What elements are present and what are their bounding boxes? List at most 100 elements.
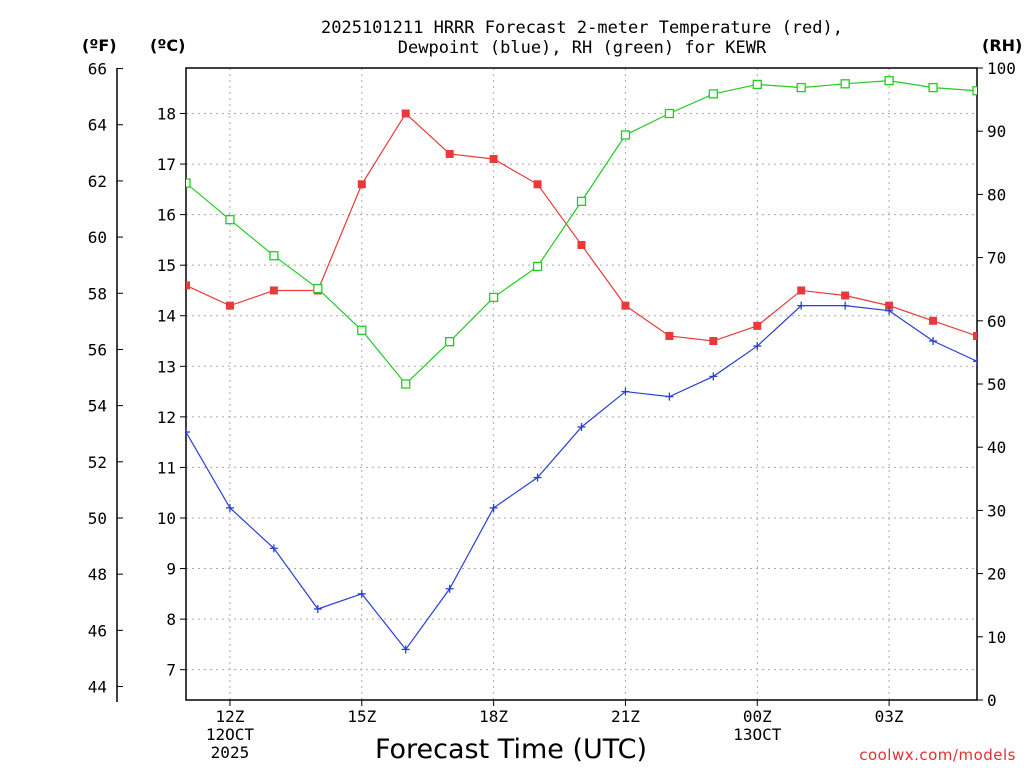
celsius-tick-label: 9 — [166, 560, 176, 579]
rh-point — [313, 283, 323, 294]
rh-tick-label: 70 — [987, 249, 1006, 268]
temperature-point — [753, 321, 762, 330]
rh-tick-label: 100 — [987, 59, 1016, 78]
fahrenheit-tick-label: 60 — [88, 228, 107, 247]
x-tick-label: 15Z — [347, 707, 376, 726]
credit-link[interactable]: coolwx.com/models — [859, 746, 1016, 764]
rh-point — [488, 292, 499, 303]
rh-point — [928, 82, 938, 93]
rh-point — [357, 325, 367, 335]
celsius-tick-label: 18 — [157, 105, 176, 124]
dewpoint-point — [313, 604, 322, 613]
dewpoint-point — [885, 306, 894, 315]
dewpoint-point — [665, 392, 674, 401]
dewpoint-point — [577, 422, 586, 431]
x-axis-title: Forecast Time (UTC) — [374, 734, 648, 765]
dewpoint-point — [445, 584, 454, 593]
celsius-tick-label: 15 — [157, 256, 176, 275]
dewpoint-point — [929, 337, 938, 346]
plot-frame — [185, 67, 978, 701]
rh-point — [972, 86, 977, 96]
celsius-tick-label: 14 — [157, 307, 176, 326]
temperature-point — [797, 286, 806, 295]
rh-tick-label: 10 — [987, 628, 1006, 647]
x-tick-label: 2025 — [211, 743, 250, 762]
fahrenheit-tick-label: 56 — [88, 340, 107, 359]
celsius-unit-label: (ºC) — [150, 36, 186, 55]
celsius-tick-label: 10 — [157, 509, 176, 528]
rh-point — [708, 89, 718, 99]
rh-point — [620, 130, 631, 140]
grid — [186, 68, 977, 700]
temperature-point — [709, 337, 718, 346]
celsius-tick-label: 11 — [157, 458, 176, 477]
celsius-tick-label: 17 — [157, 155, 176, 174]
dewpoint-point — [709, 372, 718, 381]
fahrenheit-tick-label: 64 — [88, 116, 107, 135]
rh-line — [186, 80, 977, 385]
dewpoint-point — [973, 357, 977, 366]
temperature-point — [401, 109, 410, 118]
rh-point — [445, 337, 455, 347]
temperature-point — [357, 180, 366, 189]
temperature-point — [269, 286, 278, 295]
temperature-point — [577, 240, 586, 249]
dewpoint-point — [357, 589, 366, 598]
fahrenheit-tick-label: 48 — [88, 565, 107, 584]
x-tick-label: 13OCT — [733, 725, 782, 744]
dewpoint-point — [489, 503, 498, 512]
fahrenheit-tick-label: 62 — [88, 172, 107, 191]
rh-tick-label: 50 — [987, 375, 1006, 394]
temperature-point — [665, 331, 674, 340]
series-rh — [186, 75, 977, 389]
dewpoint-point — [753, 342, 762, 351]
rh-point — [186, 178, 191, 188]
dewpoint-point — [797, 301, 806, 310]
fahrenheit-tick-label: 52 — [88, 453, 107, 472]
dewpoint-point — [621, 387, 630, 396]
series-temperature — [186, 109, 977, 346]
fahrenheit-tick-label: 54 — [88, 397, 107, 416]
dewpoint-point — [401, 645, 410, 654]
fahrenheit-tick-label: 50 — [88, 509, 107, 528]
rh-tick-label: 0 — [987, 691, 997, 710]
temperature-point — [186, 281, 190, 290]
dewpoint-point — [841, 301, 850, 310]
celsius-tick-label: 12 — [157, 408, 176, 427]
rh-point — [840, 79, 850, 89]
fahrenheit-tick-label: 58 — [88, 284, 107, 303]
fahrenheit-unit-label: (ºF) — [82, 36, 117, 55]
rh-point — [884, 75, 894, 86]
temperature-point — [621, 301, 630, 310]
celsius-tick-label: 13 — [157, 357, 176, 376]
series-dewpoint — [186, 301, 977, 654]
temperature-point — [929, 316, 938, 325]
temperature-point — [533, 180, 542, 189]
rh-tick-label: 90 — [987, 122, 1006, 141]
rh-point — [576, 196, 587, 207]
fahrenheit-tick-label: 44 — [88, 678, 107, 697]
x-tick-label: 00Z — [743, 707, 772, 726]
x-tick-label: 12Z — [215, 707, 244, 726]
rh-tick-label: 40 — [987, 438, 1006, 457]
rh-point — [752, 79, 762, 90]
fahrenheit-tick-label: 66 — [88, 60, 107, 79]
rh-point — [401, 379, 411, 389]
temperature-point — [841, 291, 850, 300]
dewpoint-point — [269, 544, 278, 553]
temperature-point — [445, 149, 454, 158]
chart-title-line-1: 2025101211 HRRR Forecast 2-meter Tempera… — [321, 18, 843, 38]
dewpoint-line — [186, 305, 977, 651]
celsius-tick-label: 7 — [166, 661, 176, 680]
rh-point — [664, 108, 675, 119]
temperature-point — [973, 331, 977, 340]
rh-point — [269, 251, 279, 261]
x-tick-label: 12OCT — [206, 725, 255, 744]
fahrenheit-tick-label: 46 — [88, 621, 107, 640]
rh-tick-label: 20 — [987, 565, 1006, 584]
rh-tick-label: 60 — [987, 312, 1006, 331]
rh-tick-label: 80 — [987, 185, 1006, 204]
celsius-tick-label: 8 — [166, 610, 176, 629]
x-tick-label: 03Z — [875, 707, 904, 726]
rh-unit-label: (RH) — [982, 36, 1023, 55]
